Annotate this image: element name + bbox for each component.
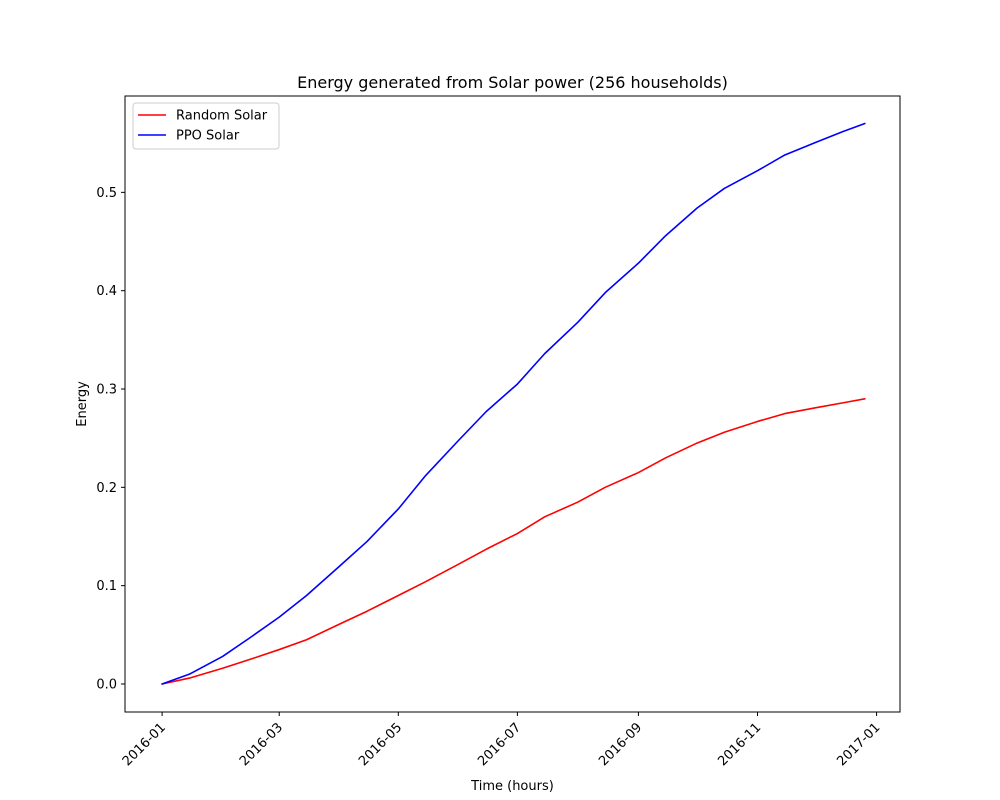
chart-title: Energy generated from Solar power (256 h… [297, 73, 728, 92]
x-tick-label: 2016-01 [120, 720, 169, 769]
y-tick-label: 0.2 [96, 481, 117, 496]
y-tick-label: 0.0 [96, 677, 117, 692]
y-tick-label: 0.5 [96, 186, 117, 201]
legend: Random Solar PPO Solar [132, 102, 280, 150]
y-tick-label: 0.3 [96, 383, 117, 398]
plot-marks [161, 122, 866, 685]
x-axis-ticks: 2016-01 2016-03 2016-05 2016-07 2016-09 2016-… [120, 712, 883, 769]
series-line-random-solar [161, 398, 866, 685]
x-tick-label: 2016-09 [596, 720, 645, 769]
y-axis-ticks: 0.0 0.1 0.2 0.3 0.4 0.5 [96, 186, 125, 692]
plot-frame [124, 95, 901, 713]
y-tick-label: 0.4 [96, 284, 117, 299]
x-tick-label: 2017-01 [834, 720, 883, 769]
x-axis-label: Time (hours) [470, 779, 554, 794]
x-tick-label: 2016-07 [475, 720, 524, 769]
legend-label: Random Solar [176, 109, 268, 124]
series-line-ppo-solar [161, 122, 866, 685]
y-axis-label: Energy [75, 381, 90, 427]
legend-label: PPO Solar [176, 129, 240, 144]
x-tick-label: 2016-03 [237, 720, 286, 769]
x-tick-label: 2016-11 [715, 720, 764, 769]
y-tick-label: 0.1 [96, 579, 117, 594]
x-tick-label: 2016-05 [356, 720, 405, 769]
legend-box [132, 102, 280, 150]
